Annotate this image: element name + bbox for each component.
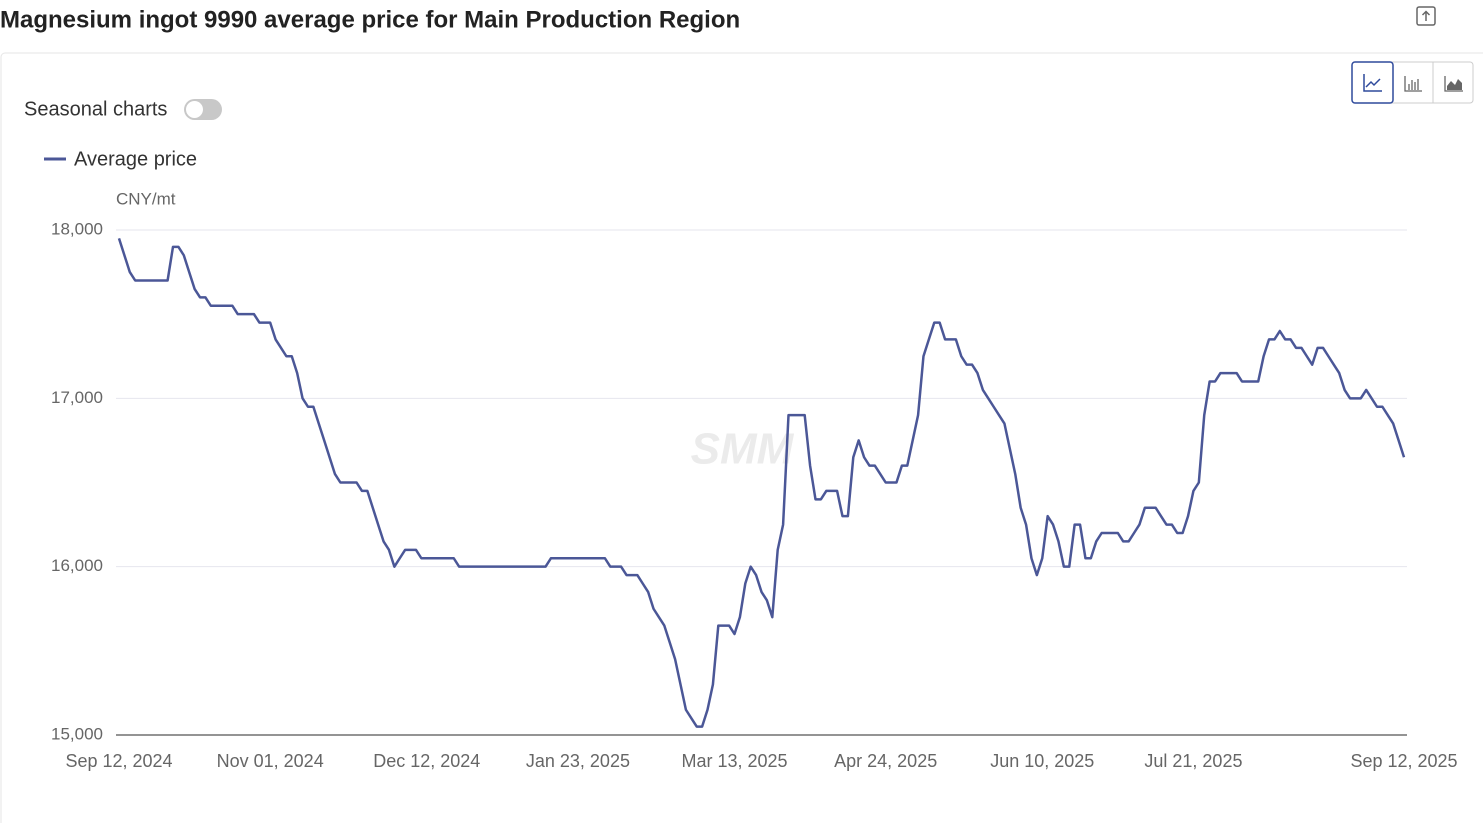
x-tick-label: Dec 12, 2024 xyxy=(373,751,480,771)
seasonal-toggle[interactable] xyxy=(184,99,222,120)
x-tick-label: Mar 13, 2025 xyxy=(681,751,787,771)
x-tick-label: Apr 24, 2025 xyxy=(834,751,937,771)
toggle-label: Seasonal charts xyxy=(24,98,167,120)
x-tick-label: Nov 01, 2024 xyxy=(217,751,324,771)
area-chart-button[interactable] xyxy=(1434,62,1473,103)
legend-label: Average price xyxy=(74,148,197,170)
page-title: Magnesium ingot 9990 average price for M… xyxy=(0,6,740,33)
y-tick-label: 17,000 xyxy=(51,388,103,407)
x-tick-label: Jun 10, 2025 xyxy=(990,751,1094,771)
price-line xyxy=(117,238,1406,728)
y-tick-label: 18,000 xyxy=(51,219,103,238)
y-tick-label: 15,000 xyxy=(51,724,103,743)
x-tick-label: Sep 12, 2024 xyxy=(65,751,172,771)
card xyxy=(0,52,1483,828)
x-tick-label: Jan 23, 2025 xyxy=(526,751,630,771)
x-tick-label: Sep 12, 2025 xyxy=(1350,751,1457,771)
y-tick-label: 16,000 xyxy=(51,556,103,575)
x-tick-label: Jul 21, 2025 xyxy=(1144,751,1242,771)
chart-type-buttons xyxy=(1351,61,1474,104)
y-axis-unit: CNY/mt xyxy=(116,189,176,208)
bar-chart-button[interactable] xyxy=(1393,62,1433,103)
watermark: SMM xyxy=(691,425,795,474)
export-button[interactable] xyxy=(1416,6,1436,26)
